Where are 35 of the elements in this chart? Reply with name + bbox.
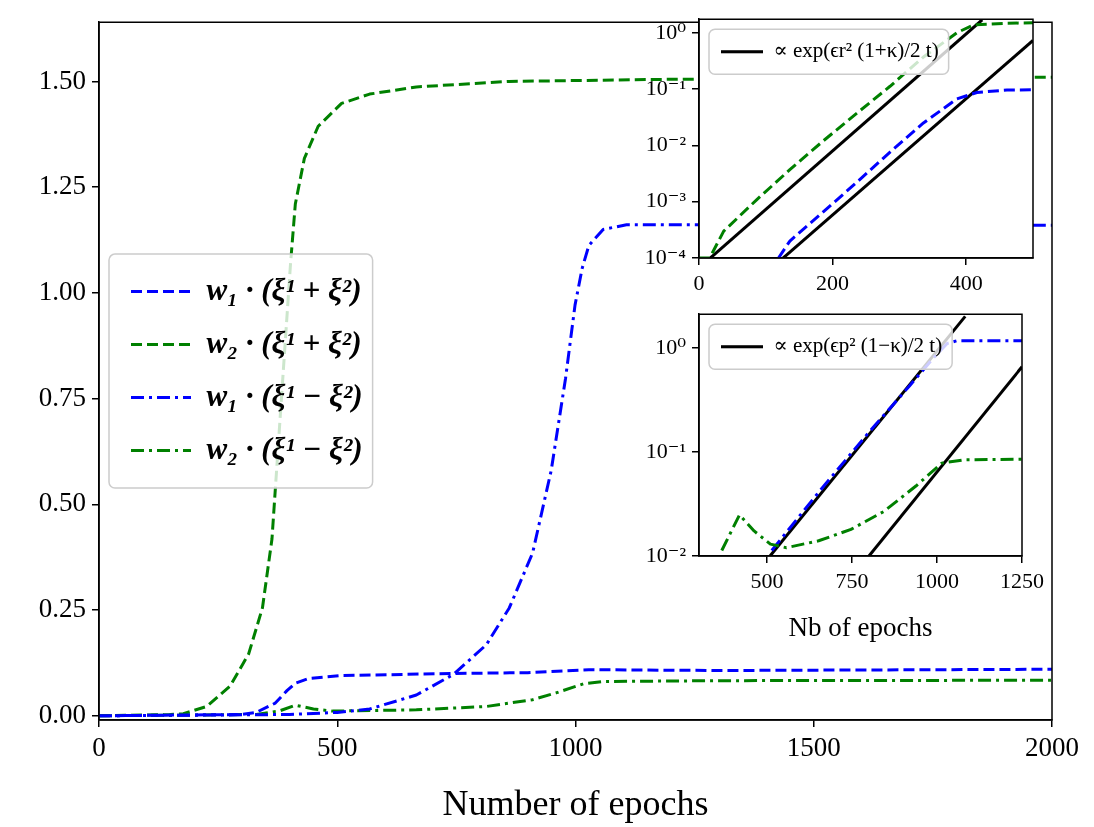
y-tick-label: 1.00 (38, 275, 86, 306)
y-tick-label: 0.25 (38, 593, 86, 624)
x-tick-label: 400 (949, 269, 983, 295)
x-tick-label: 1000 (915, 567, 959, 593)
x-tick-label: 2000 (1025, 732, 1079, 763)
x-tick-label: 1500 (786, 732, 841, 763)
x-tick-label: 500 (750, 567, 784, 593)
y-tick-label: 0.50 (38, 487, 86, 518)
y-tick-label: 10⁻⁴ (644, 243, 687, 269)
y-tick-label: 10⁰ (655, 333, 687, 359)
y-tick-label: 10⁻¹ (645, 74, 686, 100)
y-tick-label: 1.50 (38, 64, 86, 95)
x-tick-label: 500 (317, 732, 358, 763)
y-tick-label: 10⁻² (645, 541, 687, 567)
x-tick-label: 1000 (548, 732, 603, 763)
x-axis-title: Nb of epochs (788, 611, 933, 642)
legend-label: w₁ · (ξ¹ − ξ²) (206, 377, 363, 413)
legend-label: w₂ · (ξ¹ − ξ²) (206, 430, 363, 466)
x-tick-label: 200 (816, 269, 850, 295)
legend-label: ∝ exp(ϵp² (1−κ)/2 t) (773, 333, 943, 358)
y-tick-label: 10⁻¹ (645, 437, 686, 463)
x-tick-label: 750 (835, 567, 869, 593)
legend-label: w₂ · (ξ¹ + ξ²) (206, 324, 362, 360)
y-tick-label: 10⁰ (655, 18, 687, 44)
x-tick-label: 1250 (1000, 567, 1044, 593)
x-axis-title: Number of epochs (442, 782, 709, 823)
y-tick-label: 10⁻² (645, 131, 687, 157)
x-tick-label: 0 (693, 269, 705, 295)
y-tick-label: 0.75 (38, 381, 86, 412)
y-tick-label: 10⁻³ (645, 187, 687, 213)
y-tick-label: 0.00 (38, 698, 86, 729)
legend-label: w₁ · (ξ¹ + ξ²) (206, 271, 362, 307)
legend-label: ∝ exp(ϵr² (1+κ)/2 t) (773, 38, 939, 63)
x-tick-label: 0 (92, 732, 106, 763)
y-tick-label: 1.25 (38, 170, 86, 201)
